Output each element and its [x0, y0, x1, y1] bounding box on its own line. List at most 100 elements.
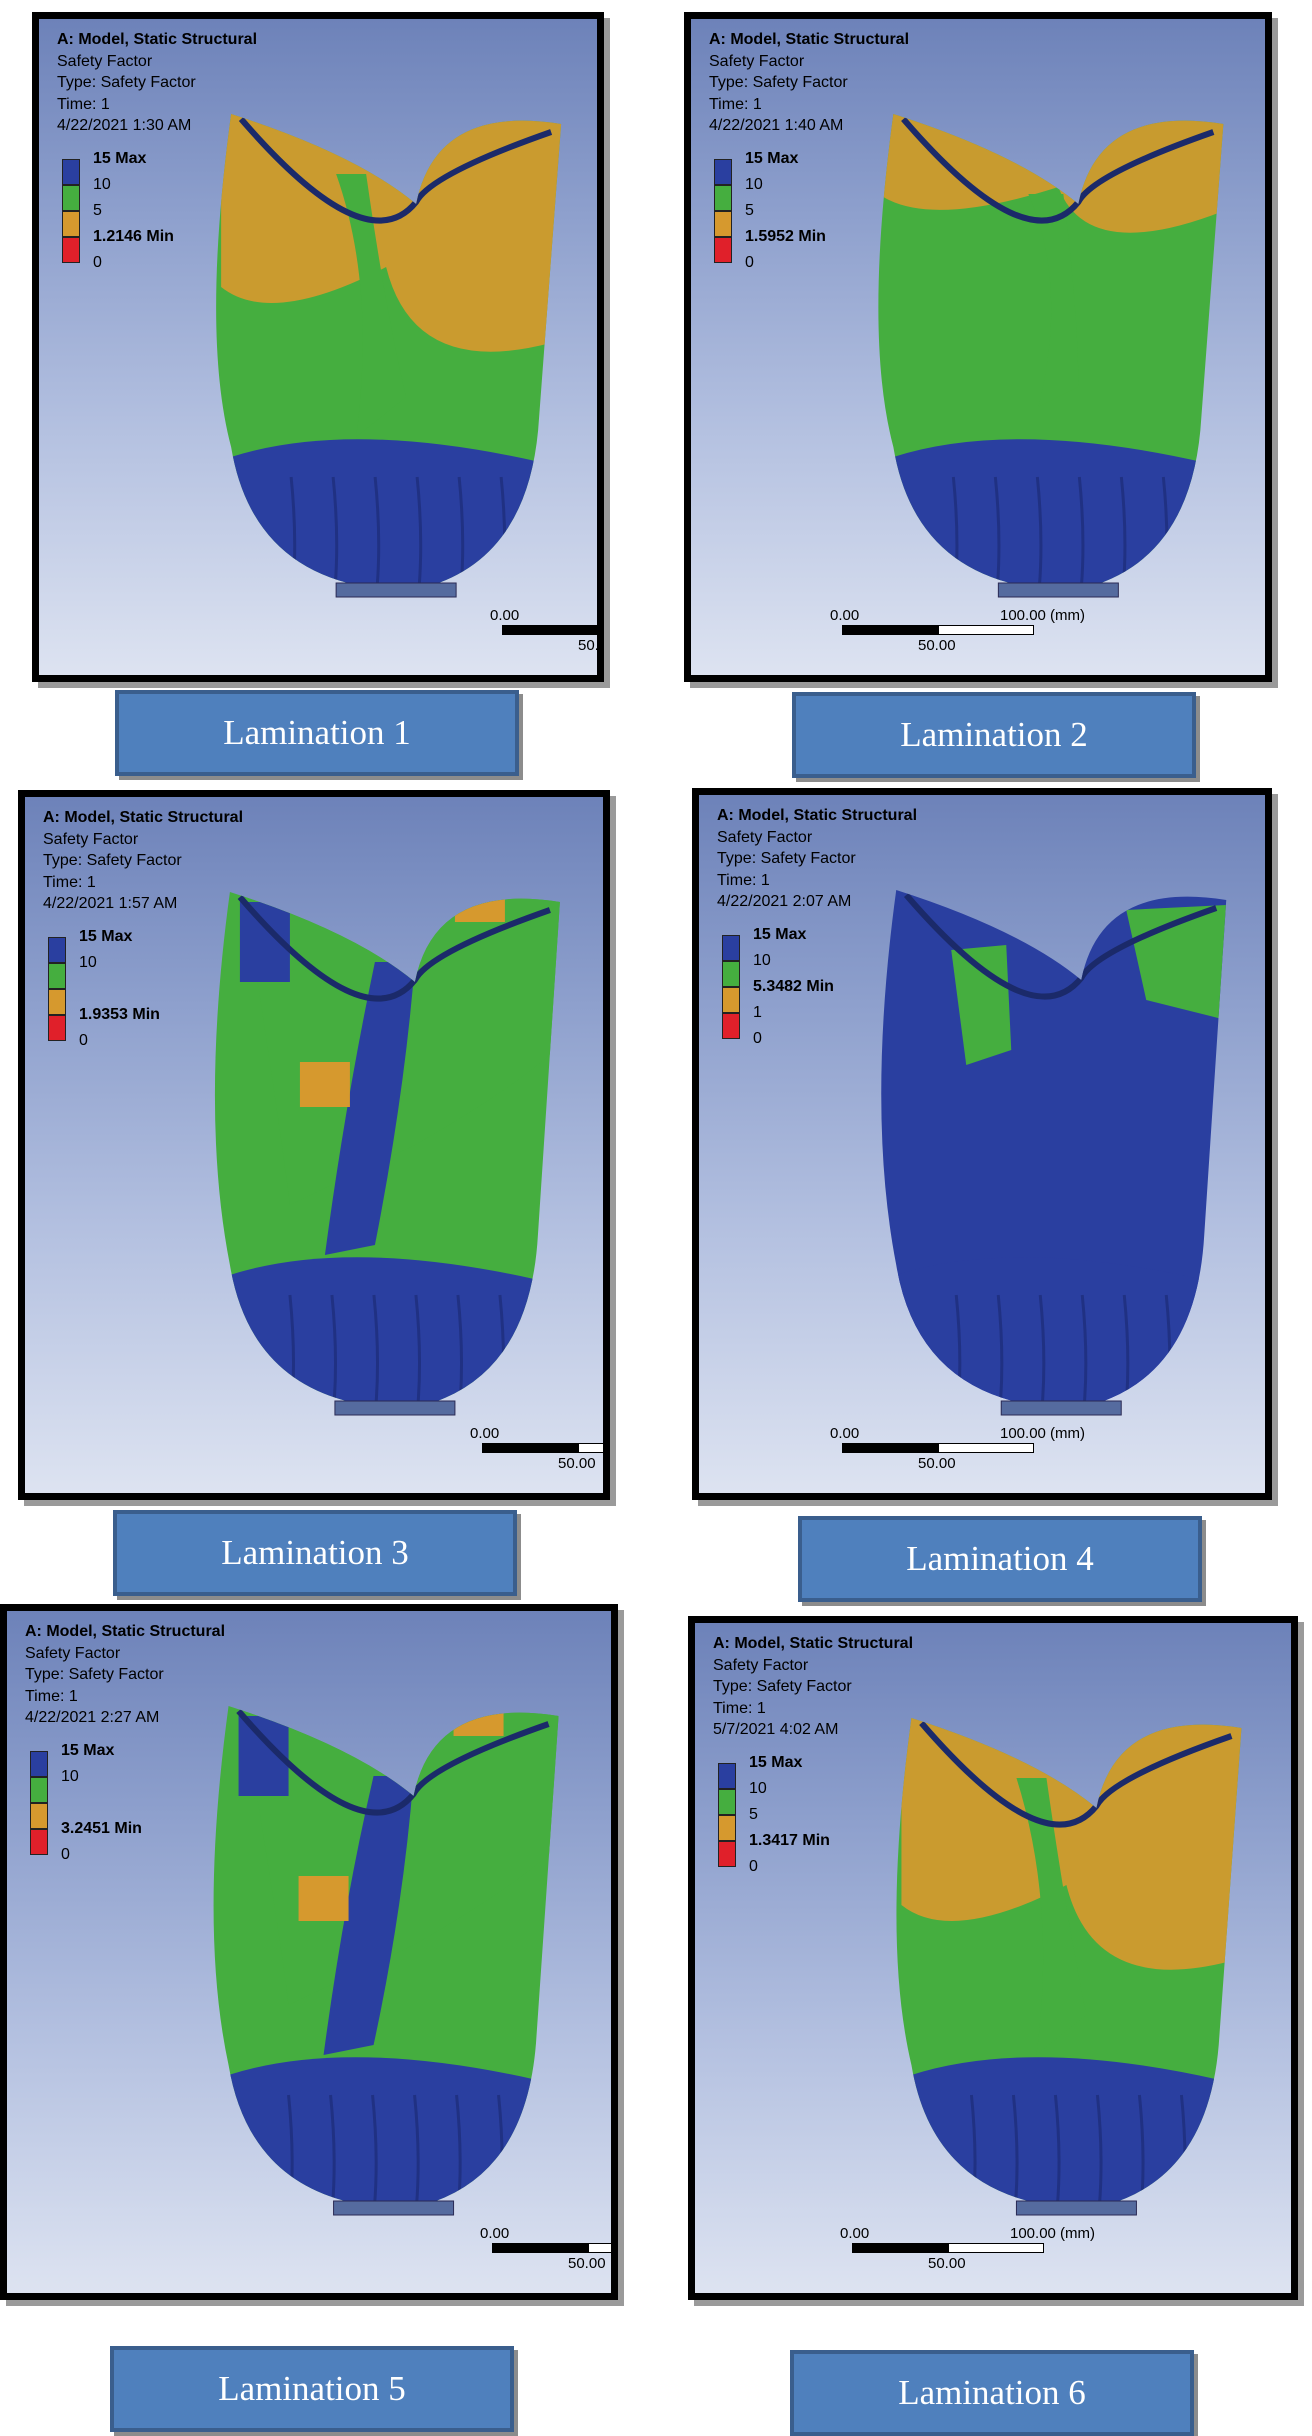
legend-swatch — [30, 1751, 48, 1777]
result-timestamp: 4/22/2021 1:30 AM — [57, 117, 192, 134]
scale-label-right: 100.00 (mm) — [1000, 607, 1086, 624]
lamination-caption: Lamination 5 — [110, 2346, 514, 2432]
result-header: A: Model, Static Structural Safety Factor… — [713, 1633, 913, 1741]
model-panel-3: A: Model, Static Structural Safety Factor… — [18, 790, 610, 1500]
legend-label: 10 — [749, 1780, 767, 1797]
blue-band — [324, 962, 415, 1255]
green-band — [1028, 194, 1079, 407]
scale-segment-white — [578, 1443, 603, 1453]
legend-label: 1 — [753, 1004, 762, 1021]
legend-label: 0 — [749, 1858, 758, 1875]
green-patch-left — [951, 945, 1012, 1065]
socket-rib — [1077, 476, 1085, 587]
scale-segment-black — [842, 625, 938, 635]
legend-swatch — [48, 937, 66, 963]
blue-band — [323, 1776, 414, 2055]
prosthetic-socket-contour — [881, 890, 1227, 1416]
legend-label: 0 — [61, 1846, 70, 1863]
socket-rib — [371, 2094, 378, 2205]
legend-swatch — [718, 1815, 736, 1841]
socket-rim — [238, 117, 553, 224]
result-time: Time: 1 — [709, 95, 762, 113]
orange-patch — [299, 1062, 350, 1107]
green-band — [1016, 1778, 1087, 2055]
scale-segment-white — [938, 1443, 1034, 1453]
scale-label-mid: 50.00 — [928, 2255, 966, 2272]
prosthetic-socket-contour — [214, 892, 560, 1416]
scale-segment-black — [502, 625, 597, 635]
legend-label: 0 — [753, 1030, 762, 1047]
socket-rib — [414, 1294, 422, 1405]
result-title: A: Model, Static Structural — [25, 1623, 226, 1640]
socket-body — [213, 1706, 559, 2205]
socket-base-ring — [1000, 1400, 1122, 1416]
result-type: Type: Safety Factor — [43, 852, 182, 869]
scale-label-mid: 50.00 — [578, 637, 599, 654]
result-time: Time: 1 — [43, 873, 96, 891]
result-title: A: Model, Static Structural — [57, 31, 258, 48]
lower-blue-region — [229, 1257, 560, 1405]
model-panel-1: A: Model, Static Structural Safety Factor… — [32, 12, 604, 682]
model-panel-2: A: Model, Static Structural Safety Factor… — [684, 12, 1272, 682]
legend-label: 15 Max — [79, 928, 133, 945]
legend-label: 3.2451 Min — [61, 1820, 142, 1837]
orange-patch-top — [453, 1706, 504, 1736]
result-type: Type: Safety Factor — [717, 850, 856, 867]
legend-swatch — [30, 1777, 48, 1803]
orange-patch — [298, 1876, 349, 1921]
lower-blue-region — [893, 439, 1224, 587]
result-header: A: Model, Static Structural Safety Factor… — [57, 29, 257, 137]
socket-rib — [1038, 1294, 1046, 1405]
result-title: A: Model, Static Structural — [717, 807, 918, 824]
lamination-caption: Lamination 6 — [790, 2350, 1194, 2436]
result-quantity: Safety Factor — [713, 1656, 809, 1674]
scale-segment-black — [842, 1443, 938, 1453]
legend-label: 10 — [753, 952, 771, 969]
socket-rib — [330, 1294, 338, 1405]
socket-rim — [903, 893, 1218, 1000]
model-panel-4: A: Model, Static Structural Safety Factor… — [692, 788, 1272, 1500]
legend-label: 5 — [93, 202, 102, 219]
scale-label-left: 0.00 — [840, 2225, 870, 2242]
result-header: A: Model, Static Structural Safety Factor… — [709, 29, 909, 137]
socket-rib — [996, 1294, 1004, 1405]
result-time: Time: 1 — [57, 95, 110, 113]
scale-label-mid: 50.00 — [558, 1455, 596, 1472]
legend-label: 0 — [79, 1032, 88, 1049]
scale-segment-black — [492, 2243, 588, 2253]
socket-base-ring — [335, 582, 457, 598]
socket-rib — [1080, 1294, 1088, 1405]
lamination-caption: Lamination 4 — [798, 1516, 1202, 1602]
socket-rib — [993, 476, 1001, 587]
result-type: Type: Safety Factor — [57, 74, 196, 91]
scale-label-left: 0.00 — [480, 2225, 510, 2242]
result-timestamp: 5/7/2021 4:02 AM — [713, 1721, 839, 1738]
legend-label: 10 — [61, 1768, 79, 1785]
legend-swatch — [718, 1841, 736, 1867]
orange-region — [221, 114, 562, 352]
lamination-caption: Lamination 2 — [792, 692, 1196, 778]
legend-label: 1.9353 Min — [79, 1006, 160, 1023]
legend-swatch — [722, 1013, 740, 1039]
result-title: A: Model, Static Structural — [713, 1635, 914, 1652]
socket-rim — [919, 1721, 1233, 1828]
legend-label: 15 Max — [61, 1742, 115, 1759]
scale-segment-white — [938, 625, 1034, 635]
socket-rib — [372, 1294, 380, 1405]
legend-swatch — [62, 237, 80, 263]
green-band — [336, 174, 407, 437]
lower-blue-region — [231, 439, 562, 587]
legend-swatch — [30, 1829, 48, 1855]
legend-label: 5 — [745, 202, 754, 219]
result-timestamp: 4/22/2021 1:40 AM — [709, 117, 844, 134]
socket-body — [878, 114, 1224, 587]
legend-swatch — [714, 159, 732, 185]
result-timestamp: 4/22/2021 2:27 AM — [25, 1709, 160, 1726]
prosthetic-socket-contour — [878, 114, 1224, 598]
legend-label: 5.3482 Min — [753, 978, 834, 995]
legend-label: 1.2146 Min — [93, 228, 174, 245]
